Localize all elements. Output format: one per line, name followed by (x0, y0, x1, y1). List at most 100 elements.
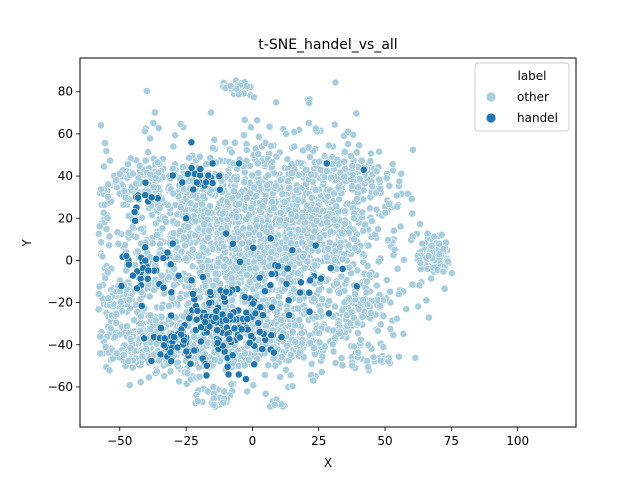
handel-point (267, 270, 276, 278)
other-point (137, 312, 145, 321)
other-point (114, 239, 123, 248)
other-point (126, 335, 135, 343)
other-point (198, 192, 207, 201)
handel-point (266, 281, 275, 290)
other-point (311, 186, 320, 194)
other-point (364, 340, 373, 349)
other-point (392, 314, 401, 323)
x-tick-label: −25 (173, 434, 198, 448)
other-point (253, 222, 261, 231)
handel-point (189, 185, 198, 194)
handel-point (256, 303, 265, 312)
other-point (354, 305, 363, 314)
other-point (294, 170, 303, 179)
other-point (124, 357, 133, 365)
handel-point (140, 334, 148, 343)
other-point (344, 228, 353, 237)
other-point (100, 162, 108, 171)
other-point (150, 108, 159, 117)
other-point (312, 205, 321, 214)
other-point (152, 231, 161, 239)
other-point (348, 361, 356, 370)
y-tick-label: 0 (65, 253, 73, 267)
other-point (173, 219, 182, 228)
other-point (324, 244, 332, 253)
other-point (146, 325, 155, 334)
other-point (103, 268, 112, 277)
other-point (382, 174, 391, 183)
other-point (362, 277, 371, 286)
handel-point (247, 332, 256, 340)
other-point (137, 224, 146, 233)
other-point (128, 363, 137, 372)
handel-point (159, 283, 168, 292)
other-point (204, 226, 213, 235)
other-point (399, 255, 408, 264)
handel-point (242, 308, 251, 317)
other-point (393, 264, 402, 273)
other-point (338, 255, 347, 264)
handel-point (213, 326, 222, 335)
other-point (315, 157, 324, 166)
x-tick-label: 100 (506, 434, 529, 448)
handel-point (190, 346, 199, 355)
other-point (111, 332, 119, 341)
other-point (334, 183, 343, 192)
other-point (102, 147, 111, 155)
other-point (396, 222, 405, 231)
handel-point (141, 243, 150, 252)
y-tick-label: 20 (58, 211, 73, 225)
other-point (416, 258, 425, 267)
other-point (427, 274, 435, 283)
handel-point (180, 336, 189, 345)
other-point (352, 148, 361, 157)
other-point (388, 160, 397, 168)
handel-point (202, 361, 211, 370)
legend-label-handel: handel (517, 111, 558, 125)
other-point (352, 109, 361, 118)
other-point (408, 209, 417, 218)
other-point (151, 316, 160, 325)
handel-point (136, 274, 145, 283)
y-tick-label: 60 (58, 127, 73, 141)
other-point (355, 141, 364, 150)
other-point (185, 153, 194, 162)
other-point (306, 153, 314, 161)
other-point (105, 241, 113, 250)
other-point (393, 202, 402, 211)
other-point (347, 152, 355, 160)
other-point (390, 245, 399, 254)
other-point (440, 284, 449, 293)
other-point (238, 239, 246, 248)
other-point (253, 116, 262, 125)
other-point (312, 216, 321, 225)
other-point (186, 199, 195, 208)
handel-point (196, 165, 205, 173)
handel-point (211, 313, 220, 322)
other-point (94, 305, 103, 314)
other-point (437, 230, 446, 239)
other-point (153, 158, 162, 167)
handel-point (187, 138, 196, 147)
other-point (365, 270, 374, 279)
other-point (287, 169, 296, 177)
other-point (120, 187, 129, 195)
handel-point (206, 288, 214, 296)
other-point (254, 150, 263, 158)
other-point (367, 217, 376, 225)
other-point (392, 191, 401, 200)
handel-point (215, 185, 224, 194)
legend: label other handel (474, 62, 570, 132)
other-point (408, 280, 417, 289)
other-point (246, 188, 255, 197)
other-point (374, 225, 382, 233)
other-point (271, 361, 280, 370)
other-point (288, 382, 297, 391)
other-point (385, 182, 394, 190)
other-point (418, 239, 427, 248)
y-axis-label: Y (20, 239, 34, 248)
other-point (340, 298, 349, 307)
other-point (293, 304, 302, 313)
other-point (414, 302, 423, 311)
handel-point (352, 282, 361, 291)
